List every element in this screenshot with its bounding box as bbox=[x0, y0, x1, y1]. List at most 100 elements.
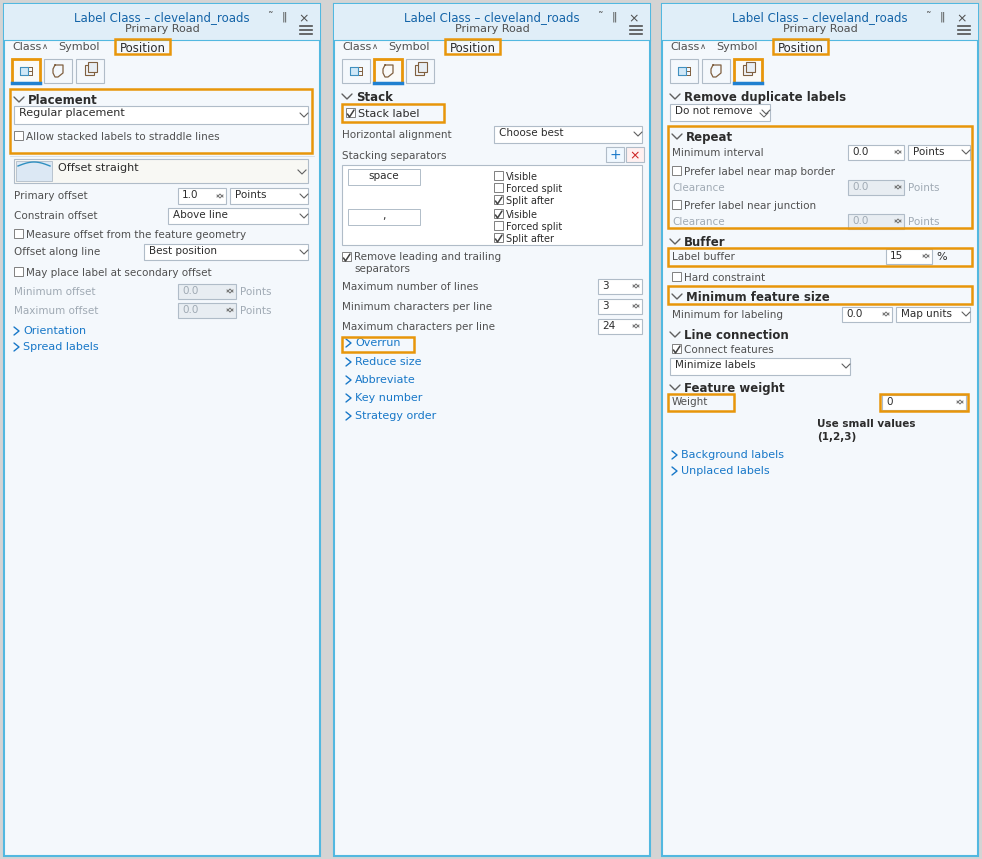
Bar bbox=[743, 65, 752, 75]
Text: ˜: ˜ bbox=[268, 12, 274, 22]
Text: Symbol: Symbol bbox=[388, 42, 429, 52]
Bar bbox=[626, 147, 644, 162]
Text: Position: Position bbox=[778, 42, 824, 55]
Bar bbox=[346, 108, 355, 117]
Bar bbox=[14, 229, 23, 238]
Text: Choose best: Choose best bbox=[499, 128, 564, 138]
Text: Position: Position bbox=[120, 42, 166, 55]
Text: Remove duplicate labels: Remove duplicate labels bbox=[684, 91, 846, 104]
Text: Prefer label near junction: Prefer label near junction bbox=[684, 201, 816, 211]
Text: Stack: Stack bbox=[356, 91, 393, 104]
Text: Visible: Visible bbox=[506, 172, 538, 182]
Text: ‖: ‖ bbox=[612, 12, 618, 22]
Bar bbox=[350, 67, 358, 75]
Text: Measure offset from the feature geometry: Measure offset from the feature geometry bbox=[26, 230, 246, 240]
Text: Stack label: Stack label bbox=[358, 109, 419, 119]
Text: %: % bbox=[936, 252, 947, 262]
Text: space: space bbox=[368, 171, 400, 181]
Bar bbox=[672, 166, 681, 175]
Bar bbox=[445, 39, 500, 54]
Text: Remove leading and trailing: Remove leading and trailing bbox=[354, 252, 501, 262]
Text: 15: 15 bbox=[890, 251, 903, 261]
Bar bbox=[672, 200, 681, 209]
Bar bbox=[606, 147, 624, 162]
Bar bbox=[374, 59, 402, 83]
Bar bbox=[418, 62, 427, 72]
Bar bbox=[4, 4, 320, 40]
Bar bbox=[20, 67, 28, 75]
Bar bbox=[668, 394, 734, 411]
Bar bbox=[14, 106, 308, 124]
Text: Regular placement: Regular placement bbox=[19, 108, 125, 118]
Text: (1,2,3): (1,2,3) bbox=[817, 432, 856, 442]
Bar bbox=[144, 244, 308, 260]
Text: Spread labels: Spread labels bbox=[23, 342, 98, 352]
Text: Points: Points bbox=[908, 217, 940, 227]
Bar bbox=[342, 59, 370, 83]
Bar bbox=[115, 39, 170, 54]
Text: Primary offset: Primary offset bbox=[14, 191, 87, 201]
Text: Background labels: Background labels bbox=[681, 450, 784, 460]
Text: Stacking separators: Stacking separators bbox=[342, 151, 447, 161]
Bar bbox=[348, 209, 420, 225]
Text: ∧: ∧ bbox=[700, 42, 706, 51]
Text: Minimize labels: Minimize labels bbox=[675, 360, 755, 370]
Bar bbox=[494, 221, 503, 230]
Text: Primary Road: Primary Road bbox=[783, 24, 857, 34]
Text: Do not remove: Do not remove bbox=[675, 106, 752, 116]
Text: 0.0: 0.0 bbox=[846, 309, 862, 319]
Text: ×: × bbox=[628, 12, 638, 25]
Text: Points: Points bbox=[913, 147, 945, 157]
Text: Maximum offset: Maximum offset bbox=[14, 306, 98, 316]
Text: Strategy order: Strategy order bbox=[355, 411, 436, 421]
Text: Class: Class bbox=[12, 42, 41, 52]
Text: 0: 0 bbox=[886, 397, 893, 407]
Text: Offset straight: Offset straight bbox=[58, 163, 138, 173]
Bar bbox=[406, 59, 434, 83]
Text: Orientation: Orientation bbox=[23, 326, 86, 336]
Bar bbox=[848, 145, 904, 160]
Text: Label Class – cleveland_roads: Label Class – cleveland_roads bbox=[733, 11, 907, 24]
Text: Allow stacked labels to straddle lines: Allow stacked labels to straddle lines bbox=[26, 132, 220, 142]
Bar bbox=[494, 233, 503, 242]
Bar bbox=[598, 319, 642, 334]
Text: 0.0: 0.0 bbox=[852, 182, 868, 192]
Text: 0.0: 0.0 bbox=[852, 216, 868, 226]
Text: Symbol: Symbol bbox=[58, 42, 99, 52]
Text: ×: × bbox=[629, 149, 640, 162]
Bar bbox=[14, 159, 308, 183]
Bar bbox=[178, 284, 236, 299]
Bar bbox=[85, 65, 94, 75]
Bar bbox=[773, 39, 828, 54]
Text: Points: Points bbox=[240, 306, 271, 316]
Text: 0.0: 0.0 bbox=[182, 286, 198, 296]
Text: Points: Points bbox=[235, 190, 266, 200]
Text: ˜: ˜ bbox=[926, 12, 932, 22]
Bar bbox=[44, 59, 72, 83]
Bar bbox=[668, 126, 972, 228]
Text: Use small values: Use small values bbox=[817, 419, 915, 429]
Text: ×: × bbox=[298, 12, 308, 25]
Text: Class: Class bbox=[670, 42, 699, 52]
Bar bbox=[14, 267, 23, 276]
Bar bbox=[882, 395, 966, 410]
Text: Label Class – cleveland_roads: Label Class – cleveland_roads bbox=[405, 11, 579, 24]
Bar bbox=[908, 145, 970, 160]
Bar bbox=[178, 188, 226, 204]
Text: ∧: ∧ bbox=[42, 42, 48, 51]
Bar bbox=[848, 214, 904, 229]
Text: Key number: Key number bbox=[355, 393, 422, 403]
Text: Offset along line: Offset along line bbox=[14, 247, 100, 257]
Bar bbox=[494, 171, 503, 180]
Text: 3: 3 bbox=[602, 301, 609, 311]
Bar bbox=[896, 307, 970, 322]
Bar bbox=[494, 195, 503, 204]
Bar bbox=[4, 4, 320, 856]
Text: Constrain offset: Constrain offset bbox=[14, 211, 97, 221]
Text: Minimum feature size: Minimum feature size bbox=[686, 291, 830, 304]
Text: 24: 24 bbox=[602, 321, 616, 331]
Text: Line connection: Line connection bbox=[684, 329, 789, 342]
Text: Forced split: Forced split bbox=[506, 184, 563, 194]
Text: Clearance: Clearance bbox=[672, 183, 725, 193]
Bar bbox=[702, 59, 730, 83]
